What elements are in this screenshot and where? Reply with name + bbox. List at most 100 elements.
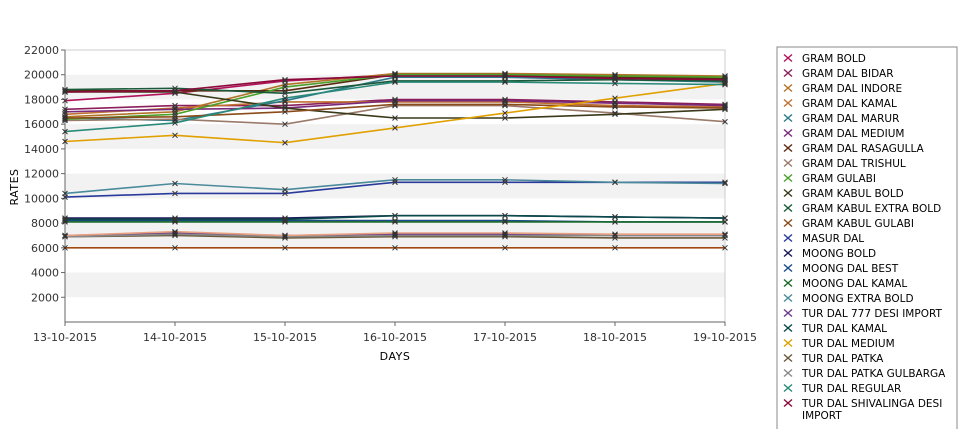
data-point (612, 111, 618, 118)
data-point (282, 95, 288, 102)
data-point (62, 116, 68, 123)
data-point (722, 81, 728, 88)
legend-marker (783, 158, 793, 168)
data-point (282, 76, 288, 83)
data-point (172, 113, 178, 120)
data-point (612, 244, 618, 251)
data-point (392, 179, 398, 186)
legend-marker (783, 383, 793, 393)
y-tick-label: 12000 (24, 168, 59, 181)
legend-label: GRAM DAL BIDAR (802, 68, 894, 80)
x-axis-title: DAYS (380, 350, 411, 363)
legend-label: TUR DAL PATKA (801, 353, 884, 365)
data-point (392, 217, 398, 224)
data-point (502, 212, 508, 219)
x-tick-label: 17-10-2015 (473, 331, 537, 344)
legend-marker (783, 233, 793, 243)
data-point (612, 232, 618, 239)
data-point (612, 75, 618, 82)
data-point (722, 104, 728, 110)
data-point (502, 101, 508, 108)
data-point (502, 71, 508, 78)
legend-marker (783, 368, 793, 378)
y-tick-label: 14000 (24, 143, 59, 156)
legend-marker (783, 203, 793, 213)
data-point (502, 115, 508, 121)
data-point (612, 104, 618, 110)
legend-marker (783, 353, 793, 363)
data-point (62, 117, 68, 124)
data-point (172, 106, 178, 113)
data-point (282, 108, 288, 115)
legend-label: GRAM KABUL BOLD (802, 188, 904, 200)
data-point (282, 121, 288, 128)
legend-marker (783, 128, 793, 138)
x-tick-label: 18-10-2015 (583, 331, 647, 344)
data-point (62, 128, 68, 135)
legend-label: GRAM KABUL EXTRA BOLD (802, 203, 941, 215)
data-point (282, 90, 288, 97)
data-point (392, 219, 398, 225)
data-point (282, 233, 288, 240)
data-point (722, 215, 728, 221)
data-point (612, 231, 618, 238)
legend: GRAM BOLD GRAM DAL BIDAR GRAM DAL INDORE GR… (776, 46, 958, 429)
legend-marker (783, 398, 793, 408)
legend-marker (783, 323, 793, 333)
data-point (612, 95, 618, 102)
data-point (282, 219, 288, 225)
data-point (612, 74, 618, 81)
legend-marker (783, 278, 793, 288)
legend-marker (783, 293, 793, 303)
data-point (172, 216, 178, 223)
data-point (392, 115, 398, 121)
data-point (612, 102, 618, 109)
data-point (392, 212, 398, 219)
data-point (502, 232, 508, 239)
data-point (392, 232, 398, 239)
data-point (62, 217, 68, 224)
data-point (722, 179, 728, 186)
x-tick-label: 19-10-2015 (693, 331, 757, 344)
data-point (392, 101, 398, 108)
x-tick-label: 16-10-2015 (363, 331, 427, 344)
data-point (172, 85, 178, 92)
legend-label: MOONG EXTRA BOLD (802, 293, 914, 305)
data-point (62, 108, 68, 115)
data-point (502, 176, 508, 183)
data-point (172, 105, 178, 111)
data-point (172, 219, 178, 225)
data-point (172, 120, 178, 126)
data-point (392, 176, 398, 183)
legend-label: TUR DAL MEDIUM (801, 338, 895, 350)
legend-marker (783, 173, 793, 183)
legend-label: TUR DAL 777 DESI IMPORT (801, 308, 942, 320)
data-point (62, 233, 68, 240)
data-point (392, 230, 398, 236)
legend-label: GRAM DAL TRISHUL (802, 158, 906, 170)
data-point (62, 219, 68, 225)
data-point (502, 179, 508, 186)
legend-label: GRAM DAL INDORE (802, 83, 902, 95)
data-point (612, 179, 618, 186)
legend-marker (783, 338, 793, 348)
data-point (282, 186, 288, 193)
x-tick-label: 14-10-2015 (143, 331, 207, 344)
legend-label: TUR DAL SHIVALINGA DESI IMPORT (801, 398, 946, 422)
x-tick-label: 13-10-2015 (33, 331, 97, 344)
y-tick-label: 10000 (24, 192, 59, 205)
legend-marker (783, 53, 793, 63)
y-tick-label: 20000 (24, 69, 59, 82)
data-point (722, 75, 728, 82)
data-point (392, 71, 398, 78)
data-point (722, 180, 728, 187)
legend-label: GRAM DAL MARUR (802, 113, 899, 125)
legend-label: GRAM GULABI (802, 173, 876, 185)
legend-marker (783, 113, 793, 123)
data-point (282, 235, 288, 241)
data-point (282, 217, 288, 224)
legend-label: MOONG DAL BEST (802, 263, 899, 275)
y-tick-label: 4000 (31, 267, 59, 280)
data-point (722, 232, 728, 239)
data-point (62, 87, 68, 94)
